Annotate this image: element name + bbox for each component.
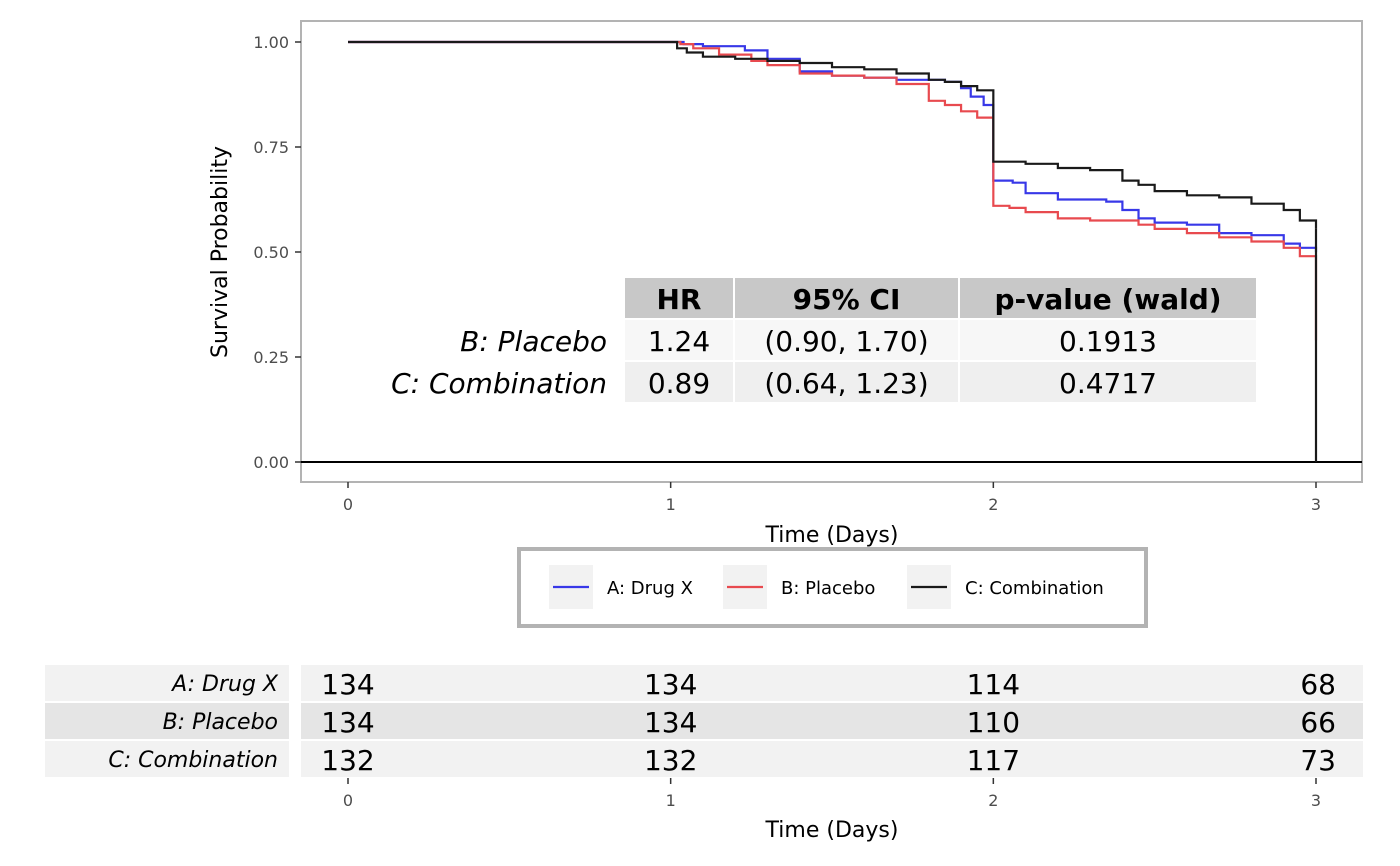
x-tick-label: 1 xyxy=(666,495,676,514)
risk-x-tick-label: 0 xyxy=(343,791,353,810)
legend-label: A: Drug X xyxy=(607,578,693,599)
plot-panel xyxy=(300,20,1363,483)
risk-row-bg xyxy=(301,741,1363,777)
legend-box xyxy=(517,547,1148,628)
hr-cell-p: 0.1913 xyxy=(1059,325,1157,358)
risk-label-bg xyxy=(45,665,289,701)
hr-cell-bg xyxy=(625,362,733,402)
legend-label: B: Placebo xyxy=(781,578,875,599)
hr-header-cell xyxy=(625,278,733,318)
x-axis: 0 1 2 3 xyxy=(343,482,1321,514)
y-axis: 0.00 0.25 0.50 0.75 1.00 xyxy=(253,33,301,472)
hr-header-label: 95% CI xyxy=(793,283,901,316)
risk-x-tick-label: 3 xyxy=(1311,791,1321,810)
hr-header-cell xyxy=(735,278,958,318)
risk-row-label: A: Drug X xyxy=(170,672,279,697)
risk-count: 134 xyxy=(644,668,697,701)
hr-cell-p: 0.4717 xyxy=(1059,367,1157,400)
at-risk-table: A: Drug X 134 134 114 68 B: Placebo 134 134 110 6… xyxy=(45,665,1363,777)
hr-cell-bg xyxy=(625,320,733,360)
risk-count: 134 xyxy=(644,706,697,739)
risk-count: 68 xyxy=(1300,668,1336,701)
risk-row-bg xyxy=(301,665,1363,701)
risk-row-bg xyxy=(301,703,1363,739)
risk-row-label: B: Placebo xyxy=(163,710,278,735)
risk-count: 110 xyxy=(967,706,1020,739)
survival-curve-0 xyxy=(348,40,1318,252)
risk-x-axis-title: Time (Days) xyxy=(765,818,899,843)
legend-label: C: Combination xyxy=(965,578,1104,599)
risk-count: 73 xyxy=(1300,744,1336,777)
hr-cell-hr: 0.89 xyxy=(648,367,710,400)
hr-cell-ci: (0.64, 1.23) xyxy=(764,367,928,400)
x-axis-title: Time (Days) xyxy=(765,523,899,548)
hr-cell-bg xyxy=(960,320,1256,360)
hr-cell-bg xyxy=(960,362,1256,402)
risk-count: 134 xyxy=(321,706,374,739)
legend: A: Drug X B: Placebo C: Combination xyxy=(549,565,1104,609)
hr-header-label: p-value (wald) xyxy=(994,283,1221,316)
risk-count: 132 xyxy=(321,744,374,777)
hazard-ratio-table: HR 95% CI p-value (wald) 1.24 (0.90, 1.70) 0.… xyxy=(391,278,1256,402)
y-tick-label: 1.00 xyxy=(253,33,289,52)
hr-row-label: B: Placebo xyxy=(460,325,607,358)
risk-row-label: C: Combination xyxy=(108,748,278,773)
risk-count: 66 xyxy=(1300,706,1336,739)
risk-label-bg xyxy=(45,703,289,739)
risk-label-bg xyxy=(45,741,289,777)
risk-x-tick-label: 1 xyxy=(666,791,676,810)
risk-count: 114 xyxy=(967,668,1020,701)
y-tick-label: 0.00 xyxy=(253,453,289,472)
hr-cell-bg xyxy=(735,362,958,402)
x-tick-label: 3 xyxy=(1311,495,1321,514)
survival-curves xyxy=(348,40,1318,462)
y-tick-label: 0.50 xyxy=(253,243,289,262)
hr-cell-ci: (0.90, 1.70) xyxy=(764,325,928,358)
hr-cell-hr: 1.24 xyxy=(648,325,710,358)
risk-count: 134 xyxy=(321,668,374,701)
y-tick-label: 0.75 xyxy=(253,138,289,157)
risk-count: 117 xyxy=(967,744,1020,777)
risk-x-tick-label: 2 xyxy=(988,791,998,810)
hr-header-label: HR xyxy=(657,283,702,316)
hr-cell-bg xyxy=(735,320,958,360)
risk-count: 132 xyxy=(644,744,697,777)
survival-curve-2 xyxy=(348,40,1318,229)
hr-row-label: C: Combination xyxy=(391,367,607,400)
y-tick-label: 0.25 xyxy=(253,348,289,367)
x-tick-label: 0 xyxy=(343,495,353,514)
x-tick-label: 2 xyxy=(988,495,998,514)
y-axis-title: Survival Probability xyxy=(208,146,233,358)
hr-header-cell xyxy=(960,278,1256,318)
risk-x-axis: 0 1 2 3 xyxy=(343,778,1321,810)
